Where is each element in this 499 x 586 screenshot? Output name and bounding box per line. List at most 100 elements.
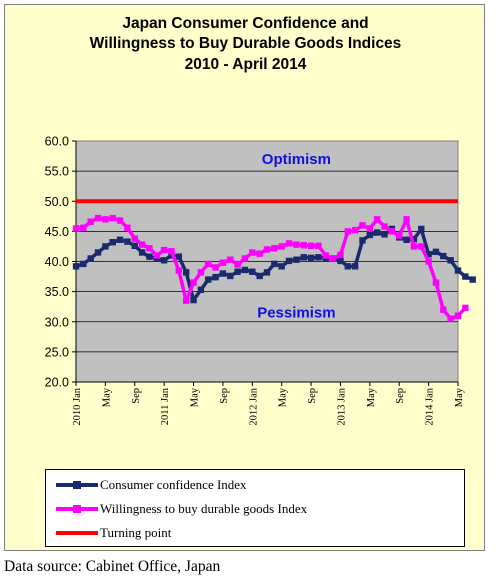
x-tick-label-9: 2013 Jan — [336, 387, 347, 425]
series-willingness-point-31 — [300, 242, 307, 249]
series-consumer-confidence-point-22 — [234, 268, 241, 275]
y-tick-label-0: 60.0 — [45, 135, 69, 149]
x-tick-label-12: 2014 Jan — [425, 387, 436, 425]
series-willingness-point-49 — [432, 279, 440, 286]
legend-item-willingness: Willingness to buy durable goods Index — [56, 500, 307, 518]
series-consumer-confidence-point-23 — [241, 266, 249, 274]
series-consumer-confidence-point-2 — [87, 255, 94, 262]
series-willingness-point-7 — [124, 224, 131, 231]
series-willingness-point-27 — [271, 245, 278, 252]
legend-marker-willingness — [73, 505, 81, 513]
series-consumer-confidence-point-49 — [432, 248, 440, 256]
series-consumer-confidence-point-33 — [315, 254, 322, 261]
series-willingness-point-28 — [278, 243, 285, 250]
series-consumer-confidence-point-24 — [249, 268, 256, 275]
series-consumer-confidence-point-30 — [293, 256, 300, 263]
x-tick-label-4: May — [190, 387, 201, 407]
series-willingness-point-12 — [160, 246, 168, 254]
x-tick-label-11: Sep — [395, 388, 406, 404]
series-willingness-point-5 — [109, 214, 116, 222]
series-willingness-point-37 — [344, 228, 352, 235]
chart-container: Japan Consumer Confidence and Willingnes… — [4, 4, 485, 551]
series-consumer-confidence-point-8 — [131, 242, 138, 250]
x-tick-label-13: May — [454, 387, 465, 407]
series-consumer-confidence-point-36 — [337, 257, 344, 265]
y-tick-label-6: 30.0 — [45, 315, 69, 329]
series-consumer-confidence-point-51 — [447, 257, 454, 264]
y-tick-label-4: 40.0 — [45, 255, 69, 269]
series-consumer-confidence-point-17 — [197, 286, 205, 294]
x-tick-label-3: 2011 Jan — [160, 387, 171, 425]
legend-item-consumer-confidence: Consumer confidence Index — [56, 476, 247, 494]
series-willingness-point-19 — [212, 264, 219, 271]
chart-legend: Consumer confidence Index Willingness to… — [45, 469, 465, 547]
series-consumer-confidence-point-4 — [102, 243, 109, 250]
series-willingness-point-43 — [388, 228, 396, 235]
series-consumer-confidence-point-28 — [278, 263, 285, 270]
series-consumer-confidence-point-21 — [227, 272, 234, 280]
series-consumer-confidence-point-38 — [351, 263, 359, 270]
chart-title-line-2: Willingness to Buy Durable Goods Indices — [89, 35, 402, 52]
series-consumer-confidence-point-3 — [94, 249, 102, 256]
series-willingness-point-30 — [293, 241, 300, 248]
series-consumer-confidence-point-19 — [212, 273, 219, 281]
series-consumer-confidence-point-0 — [72, 263, 80, 270]
legend-label-willingness: Willingness to buy durable goods Index — [100, 501, 308, 516]
series-consumer-confidence-point-54 — [469, 276, 476, 283]
series-willingness-point-34 — [322, 252, 329, 259]
series-consumer-confidence-point-27 — [271, 260, 278, 268]
series-consumer-confidence-point-5 — [109, 239, 116, 246]
x-tick-label-2: Sep — [131, 388, 142, 404]
series-consumer-confidence-point-37 — [344, 263, 352, 270]
series-willingness-point-39 — [359, 222, 366, 229]
series-consumer-confidence-point-52 — [454, 267, 462, 274]
series-willingness-point-33 — [315, 242, 322, 250]
series-willingness-point-53 — [462, 304, 469, 312]
y-tick-label-7: 25.0 — [45, 345, 69, 359]
series-consumer-confidence-point-41 — [373, 229, 381, 236]
series-willingness-point-3 — [94, 214, 102, 222]
y-tick-label-3: 45.0 — [45, 225, 69, 239]
series-willingness-point-20 — [219, 259, 227, 266]
x-tick-label-7: May — [278, 387, 289, 407]
series-willingness-point-10 — [146, 245, 153, 252]
series-willingness-point-40 — [366, 225, 374, 232]
series-consumer-confidence-point-9 — [138, 249, 146, 256]
series-consumer-confidence-point-25 — [256, 272, 263, 280]
legend-swatch-turning-point — [56, 524, 98, 542]
legend-item-turning-point: Turning point — [56, 524, 171, 542]
series-willingness-point-36 — [337, 251, 344, 259]
series-consumer-confidence-point-31 — [300, 254, 307, 261]
series-willingness-point-51 — [447, 315, 454, 322]
legend-label-turning-point: Turning point — [100, 525, 172, 540]
series-willingness-point-42 — [381, 223, 388, 230]
series-consumer-confidence-point-32 — [307, 254, 315, 262]
series-willingness-point-24 — [249, 249, 256, 256]
series-consumer-confidence-point-48 — [425, 251, 432, 258]
series-consumer-confidence-point-26 — [263, 269, 271, 276]
series-consumer-confidence-point-15 — [182, 269, 190, 276]
series-willingness-point-21 — [227, 256, 234, 263]
series-willingness-point-50 — [440, 306, 447, 313]
series-consumer-confidence-point-10 — [146, 253, 153, 260]
series-willingness-point-14 — [175, 267, 183, 274]
line-chart: 60.0 55.0 50.0 45.0 40.0 35.0 30.0 25.0 20.02010… — [45, 135, 476, 426]
series-willingness-point-22 — [234, 261, 241, 268]
annotation-pessimism: Pessimism — [257, 305, 335, 322]
series-willingness-point-15 — [182, 297, 190, 304]
series-willingness-point-38 — [351, 226, 359, 234]
series-willingness-point-29 — [285, 240, 293, 247]
legend-swatch-consumer-confidence — [56, 476, 98, 494]
series-consumer-confidence-point-45 — [403, 236, 410, 244]
series-willingness-point-47 — [418, 243, 425, 250]
series-willingness-point-2 — [87, 218, 94, 225]
y-tick-label-5: 35.0 — [45, 285, 69, 299]
series-willingness-point-0 — [72, 225, 80, 232]
series-willingness-point-13 — [168, 248, 175, 255]
series-willingness-point-41 — [373, 216, 381, 223]
x-tick-label-5: Sep — [219, 388, 230, 404]
series-willingness-point-9 — [138, 241, 146, 248]
legend-marker-consumer-confidence — [73, 481, 81, 489]
series-willingness-point-25 — [256, 250, 263, 257]
series-consumer-confidence-point-39 — [359, 237, 366, 244]
